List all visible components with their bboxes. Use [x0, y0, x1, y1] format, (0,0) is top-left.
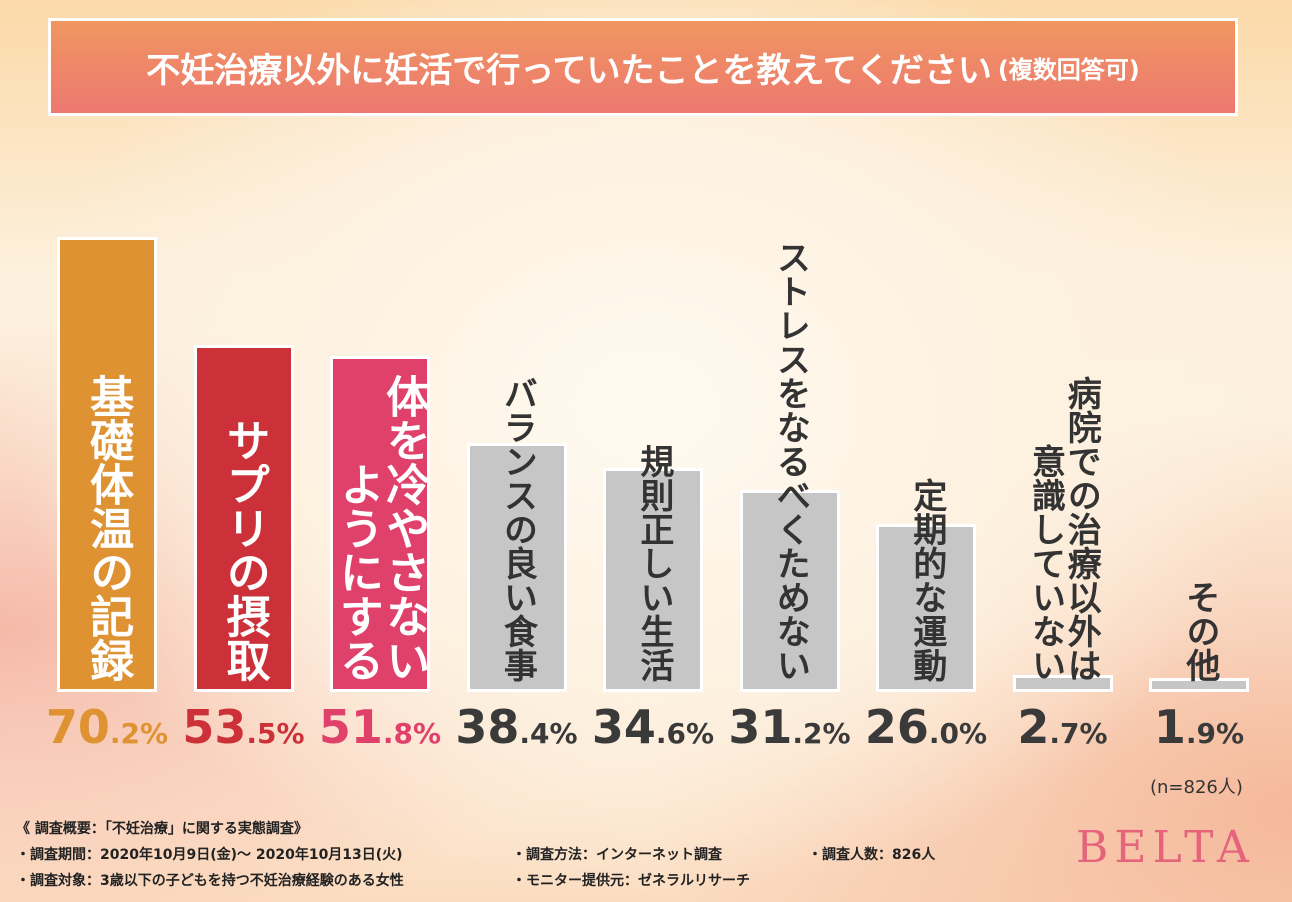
- value-label-4: 34.6%: [591, 700, 715, 754]
- bar-label-5: ストレスをなるべくためない: [740, 0, 840, 682]
- bar-0: [57, 237, 157, 692]
- bar-label-column: 規則正しい生活: [633, 444, 674, 682]
- footer-target: ・調査対象：3歳以下の子どもを持つ不妊治療経験のある女性: [16, 873, 404, 889]
- footer-method: ・調査方法：インターネット調査: [512, 847, 722, 863]
- value-label-5: 31.2%: [728, 700, 851, 754]
- value-label-8: 1.9%: [1153, 700, 1245, 754]
- bar-label-2: 体を冷やさない ようにする: [330, 0, 430, 682]
- footer-provider: ・モニター提供元：ゼネラルリサーチ: [512, 873, 750, 889]
- chart-title-sub: (複数回答可): [997, 55, 1140, 84]
- bar-label-column: 基礎体温の記録: [82, 374, 134, 682]
- bar-label-column: 意識していない: [1025, 444, 1066, 682]
- bar-label-4: 規則正しい生活: [603, 0, 703, 682]
- bar-label-7: 病院での治療以外は 意識していない: [1013, 0, 1113, 682]
- bar-label-0: 基礎体温の記録: [57, 0, 157, 682]
- bar-label-6: 定期的な運動: [876, 0, 976, 682]
- value-label-6: 26.0%: [864, 700, 988, 754]
- bar-label-column: その他: [1179, 580, 1220, 682]
- bar-label-1: サプリの摂取: [194, 0, 294, 682]
- bar-label-column: ストレスをなるべくためない: [770, 240, 811, 682]
- value-label-7: 2.7%: [1017, 700, 1108, 754]
- bar-1: [193, 345, 294, 692]
- bar-label-column: バランスの良い食事: [497, 376, 538, 682]
- chart-title-main: 不妊治療以外に妊活で行っていたことを教えてください: [146, 50, 992, 91]
- bar-label-8: その他: [1149, 0, 1249, 682]
- bar-label-column: 病院での治療以外は: [1061, 376, 1102, 682]
- bar-3: [466, 443, 567, 692]
- footer-heading: 《 調査概要：「不妊治療」に関する実態調査》: [16, 821, 308, 837]
- bar-label-column: 定期的な運動: [906, 478, 947, 682]
- sample-size-note: (n=826人): [1150, 777, 1243, 798]
- chart-title: 不妊治療以外に妊活で行っていたことを教えてください (複数回答可): [48, 18, 1238, 116]
- bar-4: [603, 467, 703, 692]
- footer-period: ・調査期間：2020年10月9日(金)～ 2020年10月13日(火): [16, 847, 403, 863]
- bar-label-column: ようにする: [332, 462, 383, 682]
- bar-label-column: サプリの摂取: [218, 418, 270, 682]
- bar-label-column: 体を冷やさない: [378, 374, 430, 682]
- value-label-3: 38.4%: [455, 700, 578, 754]
- bar-6: [876, 523, 976, 692]
- bar-7: [1012, 674, 1113, 692]
- value-label-1: 53.5%: [182, 700, 305, 754]
- belta-logo: BELTA: [1076, 822, 1255, 873]
- bar-label-3: バランスの良い食事: [467, 0, 567, 682]
- bar-chart: 基礎体温の記録 70.2% サプリの摂取 53.5% 体を冷やさない ようにする 51.8%…: [45, 0, 1249, 754]
- bar-2: [330, 356, 430, 692]
- bar-8: [1149, 678, 1249, 692]
- bar-5: [739, 489, 840, 692]
- footer-count: ・調査人数：826人: [808, 847, 936, 863]
- value-label-2: 51.8%: [318, 700, 442, 754]
- value-label-0: 70.2%: [45, 700, 169, 754]
